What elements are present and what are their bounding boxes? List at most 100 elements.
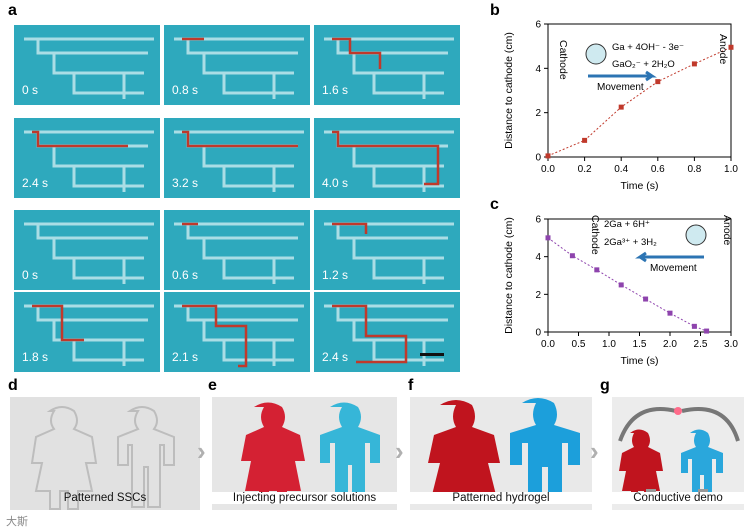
y-tick-label: 0 (535, 153, 541, 164)
video-frame-tile: 2.1 s (164, 292, 310, 372)
x-tick-label: 3.0 (724, 339, 738, 350)
data-point (728, 44, 734, 50)
wire-right (681, 407, 740, 442)
microchannel (174, 37, 304, 99)
video-frame-tile: 0 s (14, 25, 160, 105)
movement-arrow-icon (588, 70, 657, 82)
y-tick-label: 2 (535, 108, 541, 119)
data-point (704, 328, 710, 334)
microchannel (324, 304, 454, 366)
plot-frame (547, 23, 732, 158)
data-point (594, 267, 600, 273)
cathode-label: Cathode (589, 215, 601, 255)
droplet-trajectory (332, 222, 368, 234)
y-tick-label: 6 (535, 20, 541, 31)
reaction-line-2: 2Ga³⁺ + 3H₂ (604, 237, 657, 248)
x-tick-label: 2.0 (663, 339, 677, 350)
microchannel (324, 222, 454, 284)
movement-label: Movement (650, 263, 697, 274)
panel-e-photo: Injecting precursor solutions (212, 397, 397, 510)
time-label: 1.2 s (322, 268, 349, 282)
video-frame-tile: 0.8 s (164, 25, 310, 105)
x-tick-label: 0.6 (651, 164, 665, 175)
x-axis-label: Time (s) (620, 180, 658, 192)
x-tick-label: 0.0 (541, 339, 555, 350)
video-frame-tile: 2.4 s (314, 292, 460, 372)
panel-label-f: f (408, 377, 414, 394)
caption-g: Conductive demo (612, 492, 744, 504)
x-tick-label: 0.8 (687, 164, 701, 175)
panel-label-g: g (600, 377, 610, 394)
time-label: 0 s (22, 83, 39, 97)
panel-d-photo: Patterned SSCs (10, 397, 200, 510)
x-axis-label: Time (s) (620, 355, 658, 367)
chevron-right-icon: › (395, 436, 404, 466)
video-frame-tile: 0.6 s (164, 210, 310, 290)
panel-label-e: e (208, 377, 217, 394)
series-line (547, 237, 707, 332)
x-tick-label: 0.5 (572, 339, 586, 350)
data-point (691, 323, 697, 329)
blue-hydrogel-boy (681, 429, 723, 499)
y-axis-label: Distance to cathode (cm) (503, 217, 515, 334)
data-point (691, 61, 697, 67)
movement-label: Movement (597, 82, 644, 93)
droplet-trajectory (32, 130, 128, 148)
caption-d: Patterned SSCs (63, 492, 147, 504)
data-point (545, 235, 551, 241)
y-tick-label: 2 (535, 290, 541, 301)
watermark: 大斯 (6, 516, 28, 528)
data-point (618, 282, 624, 288)
panel-label-d: d (8, 377, 18, 394)
reaction-line-1: 2Ga + 6H⁺ (604, 219, 650, 230)
video-frame-tile: 3.2 s (164, 118, 310, 198)
panel-g-photo: Conductive demo (612, 397, 744, 510)
microchannel (174, 304, 304, 366)
time-label: 2.4 s (22, 176, 49, 190)
droplet-trajectory (332, 304, 408, 364)
x-tick-label: 0.2 (578, 164, 592, 175)
microchannel (324, 37, 454, 99)
scale-bar (420, 353, 444, 356)
girl-silhouette-outline (30, 406, 98, 510)
data-point (545, 153, 551, 159)
reaction-line-2: GaO₂⁻ + 2H₂O (612, 59, 675, 70)
movement-arrow-icon (635, 251, 704, 263)
red-hydrogel-girl (241, 402, 305, 505)
x-tick-label: 1.0 (602, 339, 616, 350)
blue-hydrogel-boy (320, 402, 380, 501)
y-tick-label: 6 (535, 215, 541, 226)
caption-f: Patterned hydrogel (410, 492, 592, 504)
video-frame-tile: 0 s (14, 210, 160, 290)
time-label: 2.1 s (172, 350, 199, 364)
video-frame-tile: 4.0 s (314, 118, 460, 198)
data-point (655, 79, 661, 85)
x-tick-label: 2.5 (694, 339, 708, 350)
video-frame-tile: 1.8 s (14, 292, 160, 372)
blue-hydrogel-boy (510, 398, 580, 503)
y-tick-label: 0 (535, 328, 541, 339)
microchannel (174, 222, 304, 284)
led-icon (674, 407, 682, 415)
droplet-trajectory (32, 304, 84, 342)
time-label: 1.6 s (322, 83, 349, 97)
time-label: 4.0 s (322, 176, 349, 190)
time-label: 0.8 s (172, 83, 199, 97)
y-axis-label: Distance to cathode (cm) (503, 32, 515, 149)
droplet-trajectory (182, 304, 248, 368)
time-label: 2.4 s (322, 350, 349, 364)
time-label: 1.8 s (22, 350, 49, 364)
red-hydrogel-girl (428, 400, 500, 505)
x-tick-label: 1.5 (633, 339, 647, 350)
red-hydrogel-girl (619, 429, 663, 497)
time-label: 3.2 s (172, 176, 199, 190)
data-point (569, 253, 575, 259)
data-point (618, 104, 624, 110)
y-tick-label: 4 (535, 64, 541, 75)
video-frame-tile: 1.2 s (314, 210, 460, 290)
chevron-right-icon: › (590, 436, 599, 466)
panel-label-c: c (490, 196, 499, 213)
wire-left (618, 407, 677, 442)
video-frame-tile: 2.4 s (14, 118, 160, 198)
cathode-label: Cathode (557, 40, 569, 80)
